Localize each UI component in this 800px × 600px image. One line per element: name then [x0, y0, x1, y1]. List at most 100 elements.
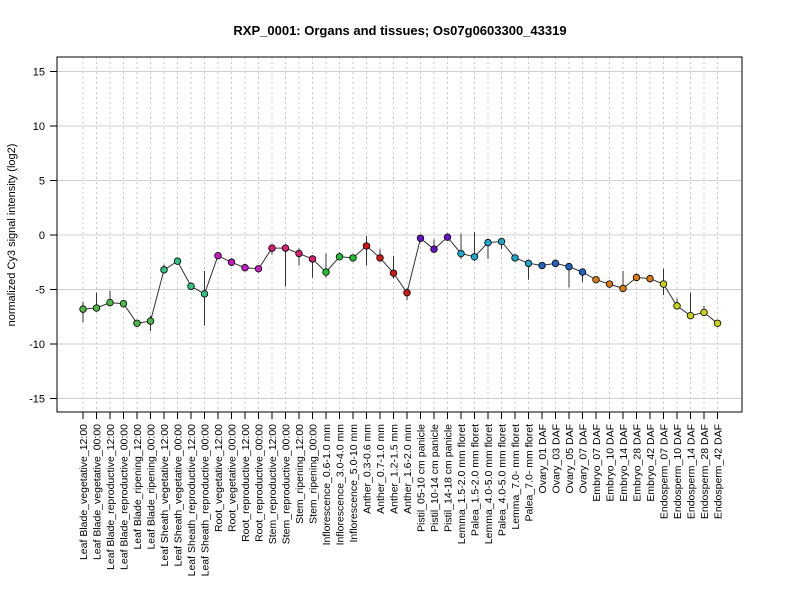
data-point — [308, 255, 317, 263]
x-tick-label: Palea_4.0-5.0 mm floret — [497, 424, 509, 536]
x-tick-label: Leaf Blade_vegetative_00:00 — [92, 424, 104, 560]
data-point — [187, 282, 195, 290]
y-axis: -15 -10 -5 0 5 10 15 — [29, 67, 57, 406]
data-point — [254, 265, 263, 273]
data-point — [214, 252, 222, 260]
x-tick-label: Anther_1.6-2.0 mm — [402, 424, 414, 514]
data-point — [430, 245, 438, 253]
x-tick-label: Leaf Blade_reproductive_12:00 — [105, 424, 117, 570]
data-point — [619, 284, 627, 293]
x-tick-label: Root_reproductive_00:00 — [254, 424, 266, 542]
x-tick-label: Stem_ripening_12:00 — [294, 424, 306, 524]
y-tick-label: 15 — [33, 67, 45, 79]
data-point — [484, 238, 492, 247]
x-tick-label: Embryo_42 DAF — [645, 424, 657, 502]
error-bars — [82, 231, 718, 331]
data-point — [295, 249, 303, 258]
data-point — [686, 311, 695, 320]
data-point — [160, 266, 168, 274]
data-point — [349, 254, 357, 262]
x-tick-label: Stem_ripening_00:00 — [308, 424, 320, 524]
x-tick-label: Anther_1.2-1.5 mm — [389, 424, 401, 514]
data-point — [389, 269, 398, 277]
x-tick-label: Embryo_14 DAF — [618, 424, 630, 502]
x-tick-label: Leaf Sheath_reproductive_00:00 — [200, 424, 212, 577]
data-point — [457, 249, 465, 258]
x-tick-label: Ovary_05 DAF — [564, 424, 576, 493]
x-tick-label: Ovary_01 DAF — [537, 424, 549, 493]
data-point — [713, 319, 722, 327]
data-point — [92, 304, 101, 312]
data-point — [335, 253, 344, 261]
x-tick-label: Endosperm_42 DAF — [713, 424, 725, 519]
data-point — [551, 259, 560, 268]
data-point — [497, 237, 506, 246]
x-tick-label: Pistil_10-14 cm panicle — [429, 424, 441, 532]
x-tick-label: Leaf Blade_reproductive_00:00 — [119, 424, 131, 570]
x-tick-label: Leaf Blade_ripening_00:00 — [146, 424, 158, 550]
x-tick-label: Endosperm_14 DAF — [686, 424, 698, 519]
x-tick-label: Endosperm_28 DAF — [699, 424, 711, 519]
x-tick-label: Endosperm_07 DAF — [659, 424, 671, 519]
x-tick-label: Embryo_28 DAF — [632, 424, 644, 502]
data-point — [227, 258, 236, 266]
x-tick-label: Leaf Blade_vegetative_12:00 — [78, 424, 90, 560]
y-tick-label: -15 — [29, 394, 45, 406]
data-point — [565, 262, 573, 271]
x-tick-label: Palea_1.5-2.0 mm floret — [470, 424, 482, 536]
x-tick-label: Palea_7.0- mm floret — [524, 424, 536, 522]
x-tick-label: Embryo_07 DAF — [591, 424, 603, 502]
data-point — [659, 280, 668, 288]
data-point — [376, 254, 384, 262]
data-point — [470, 253, 479, 261]
x-tick-label: Embryo_10 DAF — [605, 424, 617, 502]
y-tick-label: 5 — [39, 176, 45, 188]
data-point — [133, 319, 141, 327]
data-point — [578, 268, 587, 276]
x-tick-label: Anther_0.7-1.0 mm — [375, 424, 387, 514]
chart-title: RXP_0001: Organs and tissues; Os07g06033… — [233, 23, 566, 38]
data-point — [200, 290, 209, 298]
x-tick-label: Stem_reproductive_00:00 — [281, 424, 293, 544]
x-tick-label: Ovary_07 DAF — [578, 424, 590, 493]
x-tick-label: Anther_0.3-0.6 mm — [362, 424, 374, 514]
x-tick-label: Stem_reproductive_12:00 — [267, 424, 279, 544]
data-point — [700, 308, 708, 317]
x-tick-label: Leaf Sheath_vegetative_00:00 — [173, 424, 185, 567]
x-tick-label: Leaf Sheath_vegetative_12:00 — [159, 424, 171, 567]
data-point — [362, 242, 371, 250]
series-line — [82, 236, 718, 324]
data-point — [646, 274, 654, 283]
data-point — [443, 233, 452, 241]
x-tick-label: Lemma_4.0-5.0 mm floret — [483, 424, 495, 544]
data-point — [268, 244, 276, 252]
y-tick-label: 0 — [39, 230, 45, 242]
x-tick-label: Pistil_14-18 cm panicle — [443, 424, 455, 532]
data-point — [416, 234, 425, 242]
data-point — [119, 299, 128, 308]
data-point — [673, 302, 681, 310]
x-tick-label: Ovary_03 DAF — [551, 424, 563, 493]
data-point — [403, 289, 411, 297]
data-point — [146, 317, 155, 325]
series-polyline — [82, 236, 718, 324]
x-tick-label: Leaf Blade_ripening_12:00 — [132, 424, 144, 550]
data-point — [592, 275, 600, 284]
data-point — [511, 254, 519, 262]
data-point — [322, 268, 330, 276]
data-point — [281, 244, 290, 252]
x-tick-label: Lemma_1.5-2.0 mm floret — [456, 424, 468, 544]
x-axis: Leaf Blade_vegetative_12:00 Leaf Blade_ve… — [78, 412, 725, 576]
data-point — [632, 273, 641, 282]
x-tick-label: Root_vegetative_12:00 — [213, 424, 225, 532]
x-tick-label: Root_reproductive_12:00 — [240, 424, 252, 542]
x-tick-label: Inflorescence_0.6-1.0 mm — [321, 424, 333, 546]
x-tick-label: Lemma_7.0- mm floret — [510, 424, 522, 530]
data-point — [79, 305, 87, 313]
y-axis-label: normalized Cy3 signal intensity (log2) — [6, 144, 18, 327]
x-tick-label: Pistil_05-10 cm panicle — [416, 424, 428, 532]
data-point — [106, 298, 114, 307]
x-tick-label: Leaf Sheath_reproductive_12:00 — [186, 424, 198, 577]
data-points — [79, 233, 722, 327]
